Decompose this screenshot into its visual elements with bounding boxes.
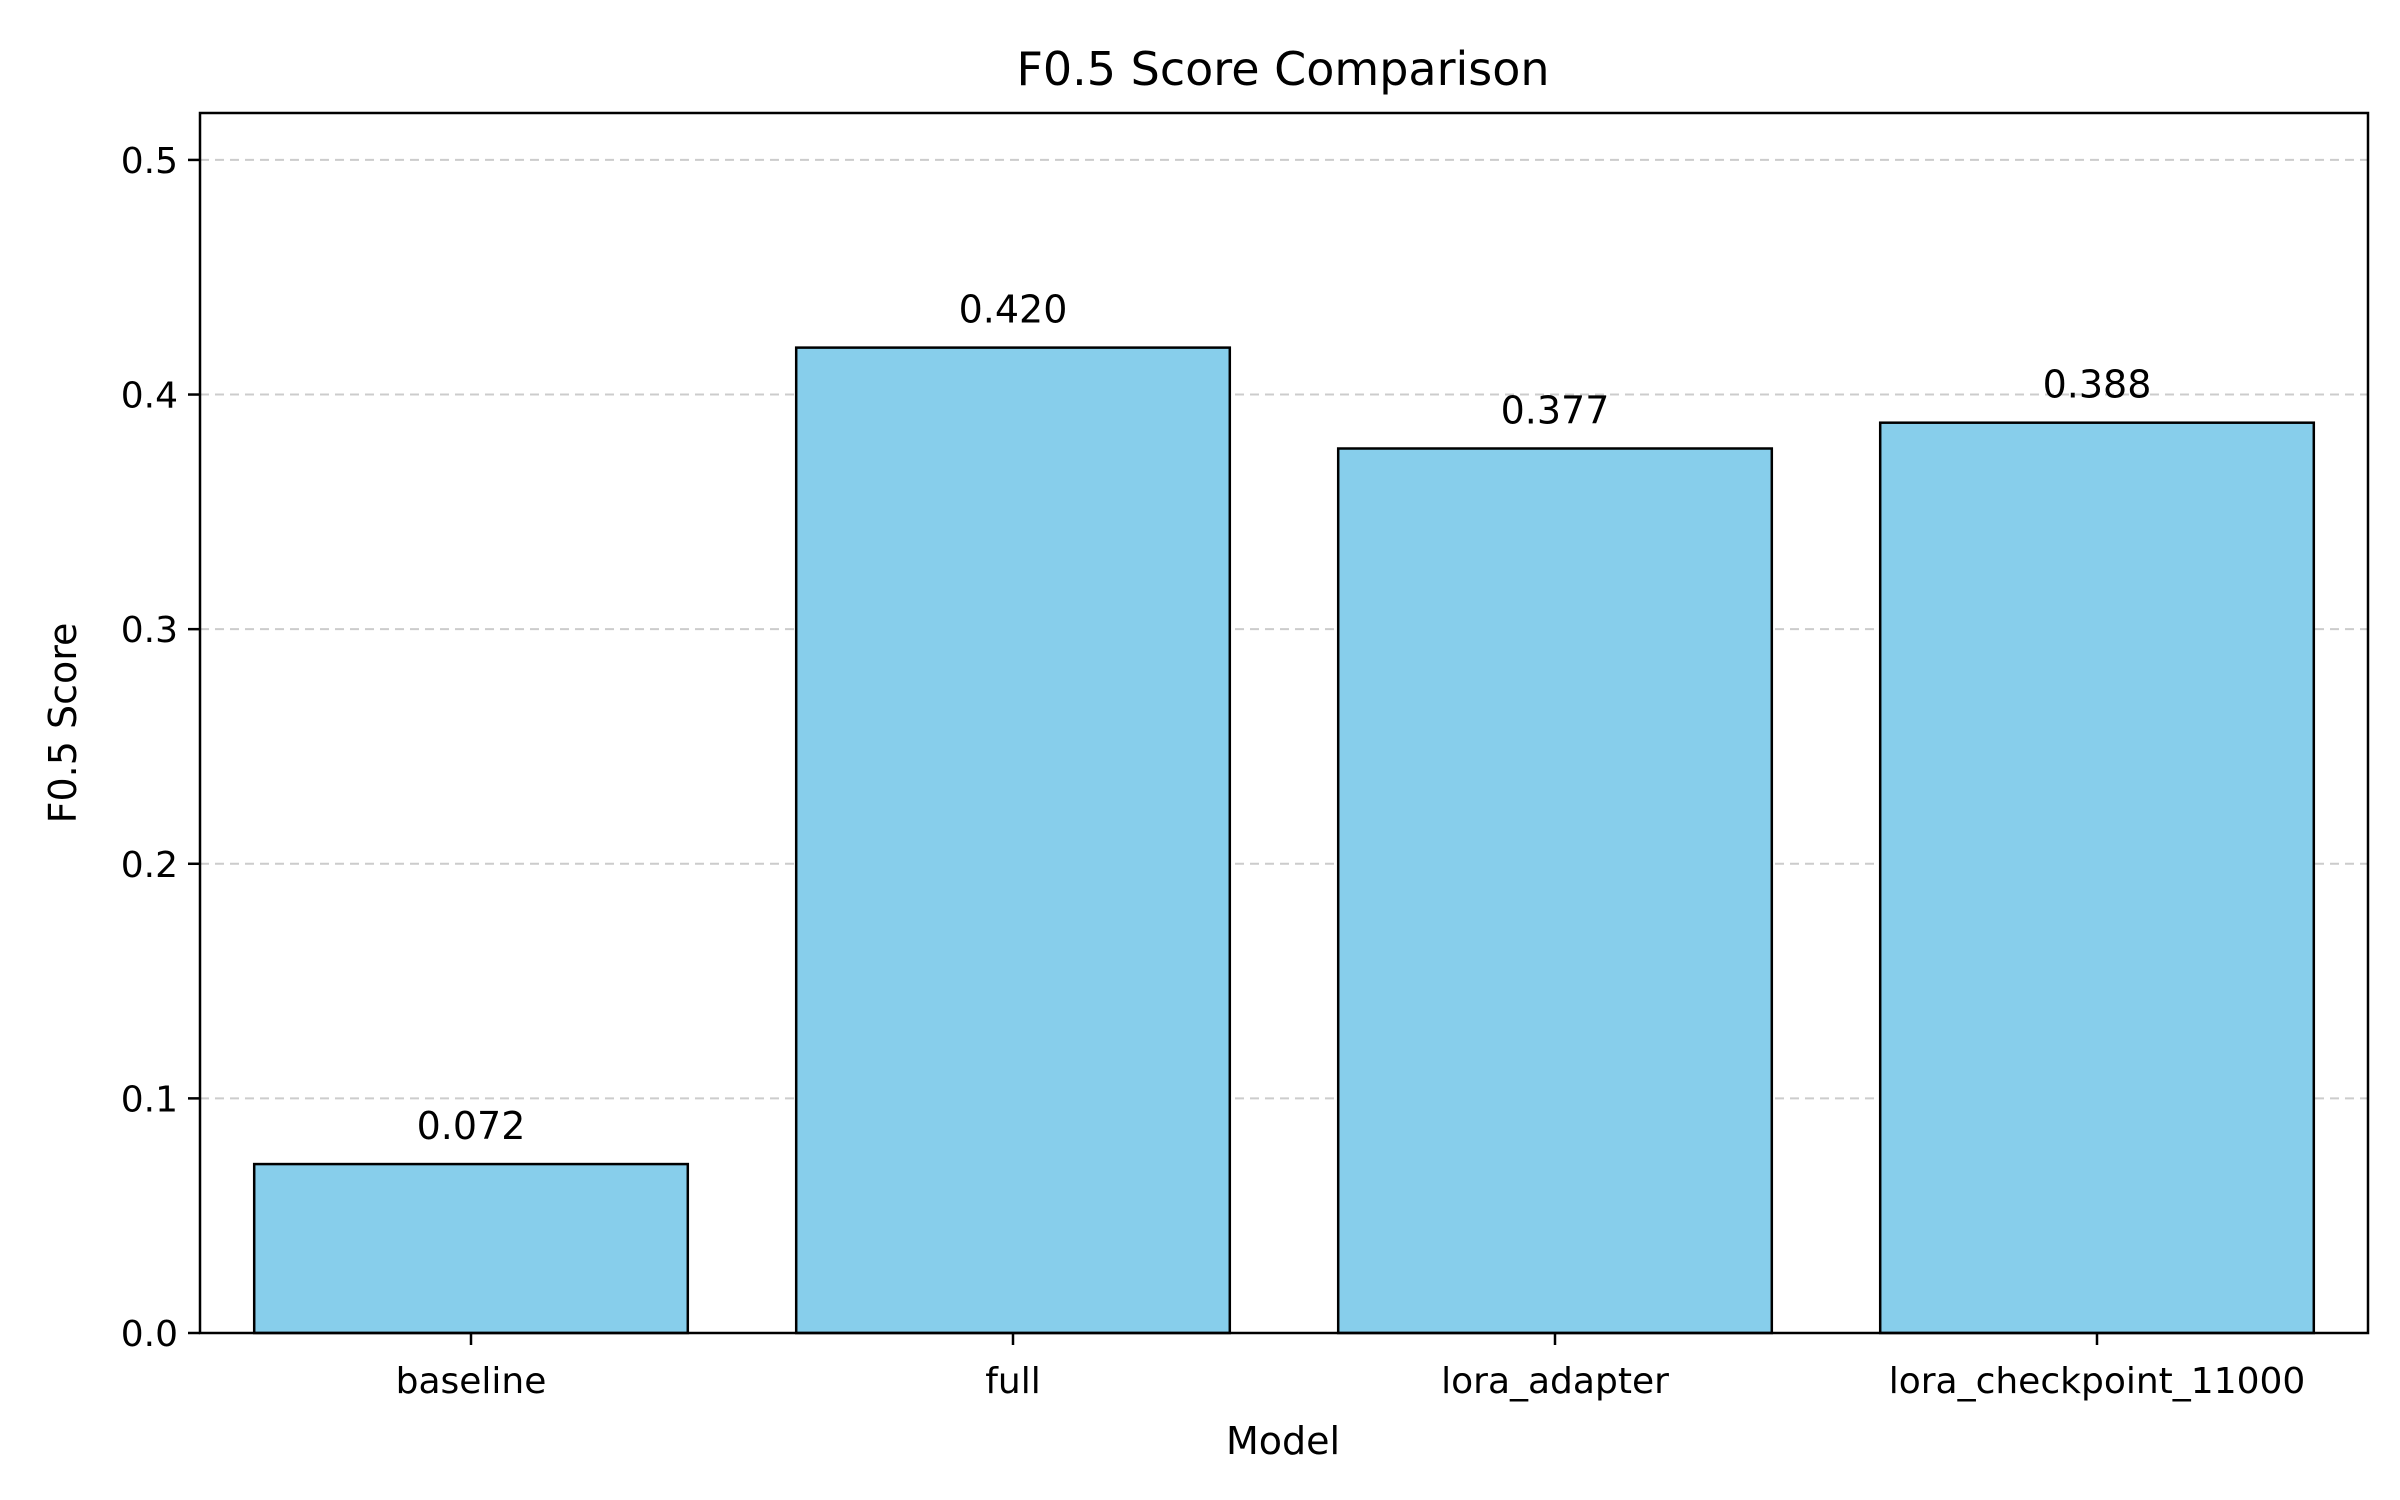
- data-labels: 0.072 0.420 0.377 0.388: [417, 288, 2152, 1148]
- y-tick-label: 0.0: [121, 1314, 178, 1355]
- y-tick-label: 0.5: [121, 141, 178, 182]
- data-label: 0.420: [959, 288, 1068, 332]
- y-axis-ticks: 0.0 0.1 0.2 0.3 0.4 0.5: [121, 141, 200, 1355]
- chart-title: F0.5 Score Comparison: [1016, 42, 1549, 96]
- bar-lora_checkpoint_11000: [1878, 421, 2316, 1335]
- bar-lora_adapter: [1336, 447, 1774, 1335]
- data-label: 0.388: [2043, 363, 2152, 407]
- y-tick-label: 0.4: [121, 376, 178, 417]
- x-tick-label: lora_checkpoint_11000: [1889, 1361, 2306, 1402]
- data-label: 0.072: [417, 1104, 526, 1148]
- y-tick-label: 0.3: [121, 610, 178, 651]
- bars: [252, 346, 2316, 1335]
- x-axis-ticks: baseline full lora_adapter lora_checkpoint_…: [396, 1333, 2306, 1402]
- bar-full: [794, 346, 1232, 1335]
- plot-frame: [198, 111, 2370, 1335]
- x-tick-label: full: [985, 1361, 1041, 1402]
- x-axis-label: Model: [1226, 1419, 1340, 1463]
- data-label: 0.377: [1501, 389, 1610, 433]
- y-axis-label: F0.5 Score: [41, 623, 85, 824]
- y-tick-label: 0.2: [121, 845, 178, 886]
- x-tick-label: baseline: [396, 1361, 547, 1402]
- bar-baseline: [252, 1162, 690, 1335]
- y-tick-label: 0.1: [121, 1079, 178, 1120]
- x-tick-label: lora_adapter: [1441, 1361, 1669, 1402]
